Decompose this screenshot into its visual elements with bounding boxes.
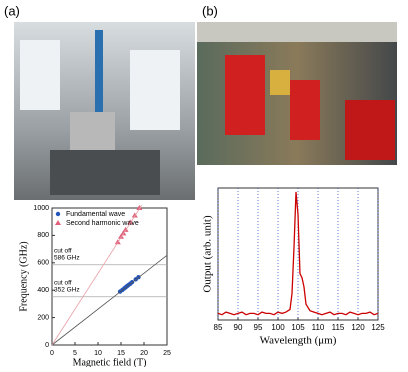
- x-tick-label: 115: [332, 323, 345, 332]
- legend-label: Second harmonic wave: [66, 220, 139, 227]
- x-tick-label: 0: [50, 350, 54, 357]
- x-axis-label: Wavelength (μm): [260, 335, 337, 347]
- x-tick-label: 10: [94, 350, 102, 357]
- point: [118, 233, 124, 239]
- point: [114, 239, 121, 245]
- x-tick-label: 85: [214, 323, 223, 332]
- cutoff-label: 586 GHz: [54, 254, 80, 261]
- x-tick-label: 90: [234, 323, 243, 332]
- y-axis-label: Frequency (GHz): [18, 241, 29, 311]
- y-tick-label: 400: [37, 287, 49, 294]
- y-axis-label: Output (arb. unit): [202, 215, 214, 293]
- x-tick-label: 20: [140, 350, 148, 357]
- point: [131, 212, 138, 218]
- x-tick-label: 5: [73, 350, 77, 357]
- point: [122, 226, 129, 232]
- photo-a: [14, 22, 195, 200]
- series-line: [51, 205, 143, 346]
- plot-frame: [51, 207, 168, 346]
- y-tick-label: 200: [37, 314, 49, 321]
- photo-b: [197, 22, 397, 165]
- y-tick-label: 600: [37, 260, 49, 267]
- x-axis-label: Magnetic field (T): [73, 357, 147, 367]
- x-tick-label: 15: [117, 350, 125, 357]
- cutoff-label: cut off: [54, 279, 72, 286]
- x-tick-label: 110: [312, 323, 325, 332]
- cutoff-label: cut off: [54, 247, 72, 254]
- point: [136, 205, 143, 210]
- series-line: [217, 191, 379, 316]
- point: [127, 219, 134, 225]
- x-tick-label: 100: [271, 323, 285, 332]
- legend-marker: [55, 220, 61, 225]
- x-tick-label: 25: [163, 350, 171, 357]
- x-tick-label: 95: [254, 323, 263, 332]
- y-tick-label: 1000: [33, 205, 49, 212]
- legend-label: Fundamental wave: [66, 211, 125, 218]
- panel-label: (a): [4, 3, 20, 18]
- y-tick-label: 800: [37, 232, 49, 239]
- panel-label: (b): [202, 3, 218, 18]
- point: [120, 230, 127, 236]
- x-tick-label: 125: [371, 323, 385, 332]
- legend-marker: [55, 211, 61, 217]
- cutoff-label: 352 GHz: [54, 286, 80, 293]
- series-line: [51, 254, 168, 346]
- y-tick-label: 0: [45, 342, 49, 349]
- x-tick-label: 120: [351, 323, 365, 332]
- x-tick-label: 105: [291, 323, 305, 332]
